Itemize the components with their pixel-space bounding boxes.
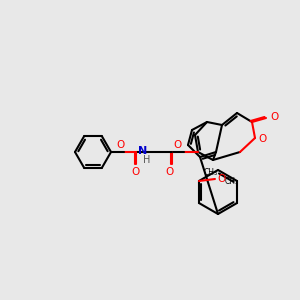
Text: O: O (270, 112, 278, 122)
Text: O: O (174, 140, 182, 150)
Text: O: O (132, 167, 140, 177)
Text: CH₃: CH₃ (225, 178, 239, 187)
Text: CH₃: CH₃ (204, 168, 218, 177)
Text: O: O (217, 174, 225, 184)
Text: O: O (117, 140, 125, 150)
Text: N: N (138, 146, 147, 156)
Text: O: O (166, 167, 174, 177)
Text: H: H (143, 155, 151, 165)
Text: O: O (258, 134, 266, 144)
